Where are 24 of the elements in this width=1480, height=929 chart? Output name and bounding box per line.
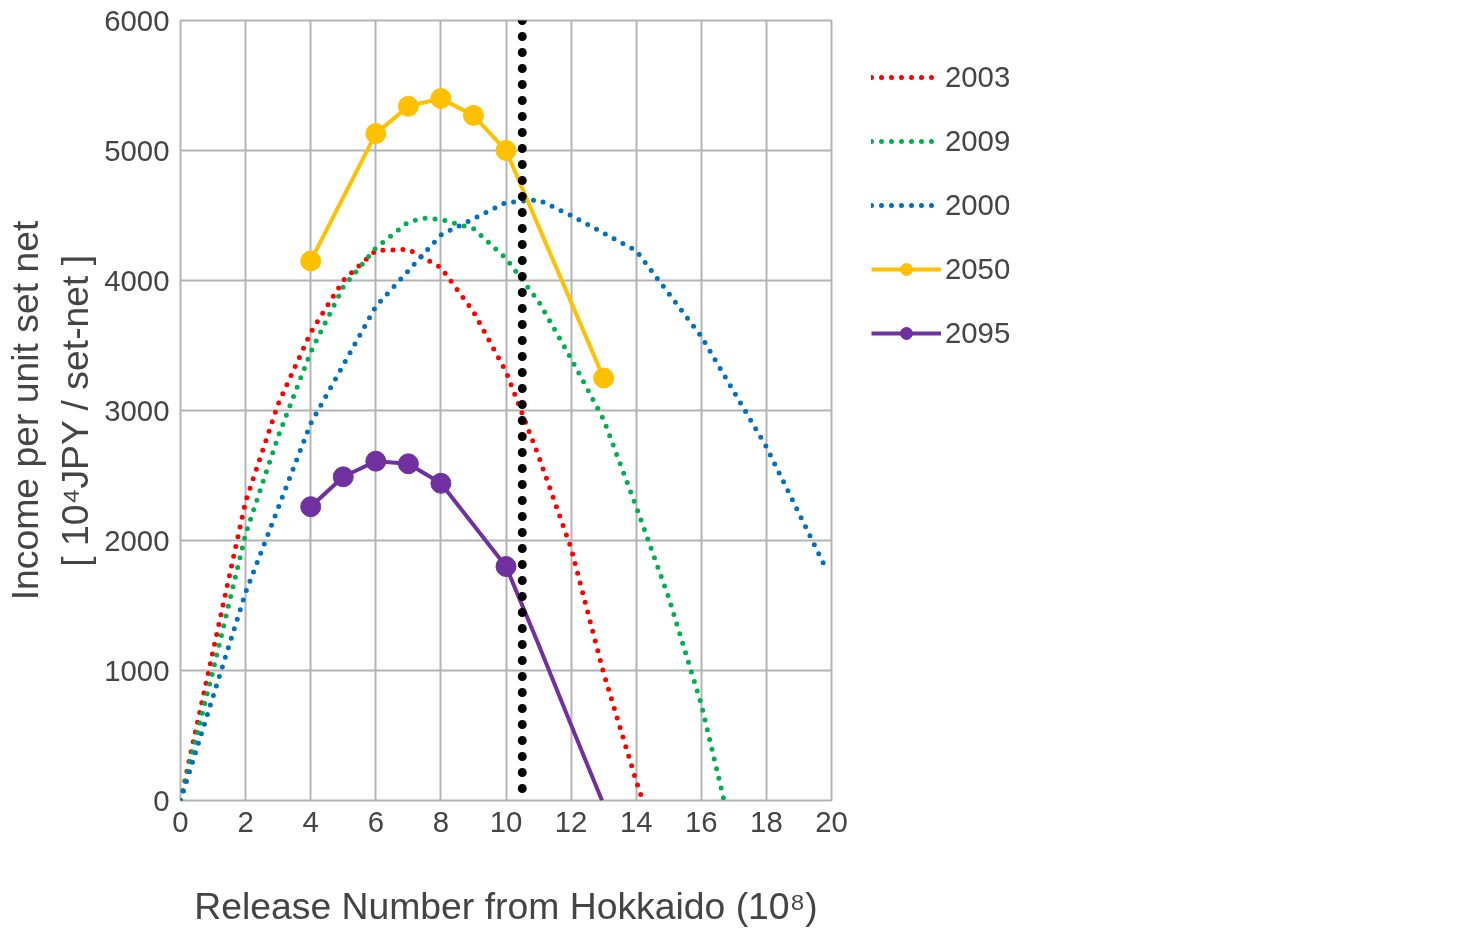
y-tick-label: 6000 (104, 3, 170, 37)
y-tick-label: 5000 (104, 133, 170, 167)
x-tick-label: 4 (302, 804, 319, 838)
y-tick-label: 2000 (104, 523, 170, 557)
legend-label: 2095 (945, 316, 1011, 350)
y-axis-title: Income per unit set net [ 10⁴JPY / set-net ] (3, 220, 97, 601)
legend-label: 2050 (945, 252, 1011, 286)
legend-label: 2003 (945, 60, 1011, 94)
x-tick-label: 2 (237, 804, 254, 838)
x-tick-label: 12 (554, 804, 588, 838)
x-tick-label: 18 (750, 804, 783, 838)
legend-label: 2000 (945, 188, 1011, 222)
x-tick-label: 14 (619, 804, 653, 838)
x-tick-label: 20 (815, 804, 848, 838)
y-tick-label: 1000 (104, 653, 170, 687)
y-tick-label: 3000 (104, 393, 170, 427)
x-tick-label: 6 (367, 804, 384, 838)
x-axis-title: Release Number from Hokkaido (10⁸) (194, 884, 818, 927)
x-tick-label: 10 (489, 804, 523, 838)
y-tick-label: 0 (153, 783, 170, 817)
x-tick-label: 8 (432, 804, 450, 838)
y-tick-label: 4000 (104, 263, 170, 297)
legend-label: 2009 (945, 124, 1011, 158)
x-tick-label: 16 (684, 804, 718, 838)
